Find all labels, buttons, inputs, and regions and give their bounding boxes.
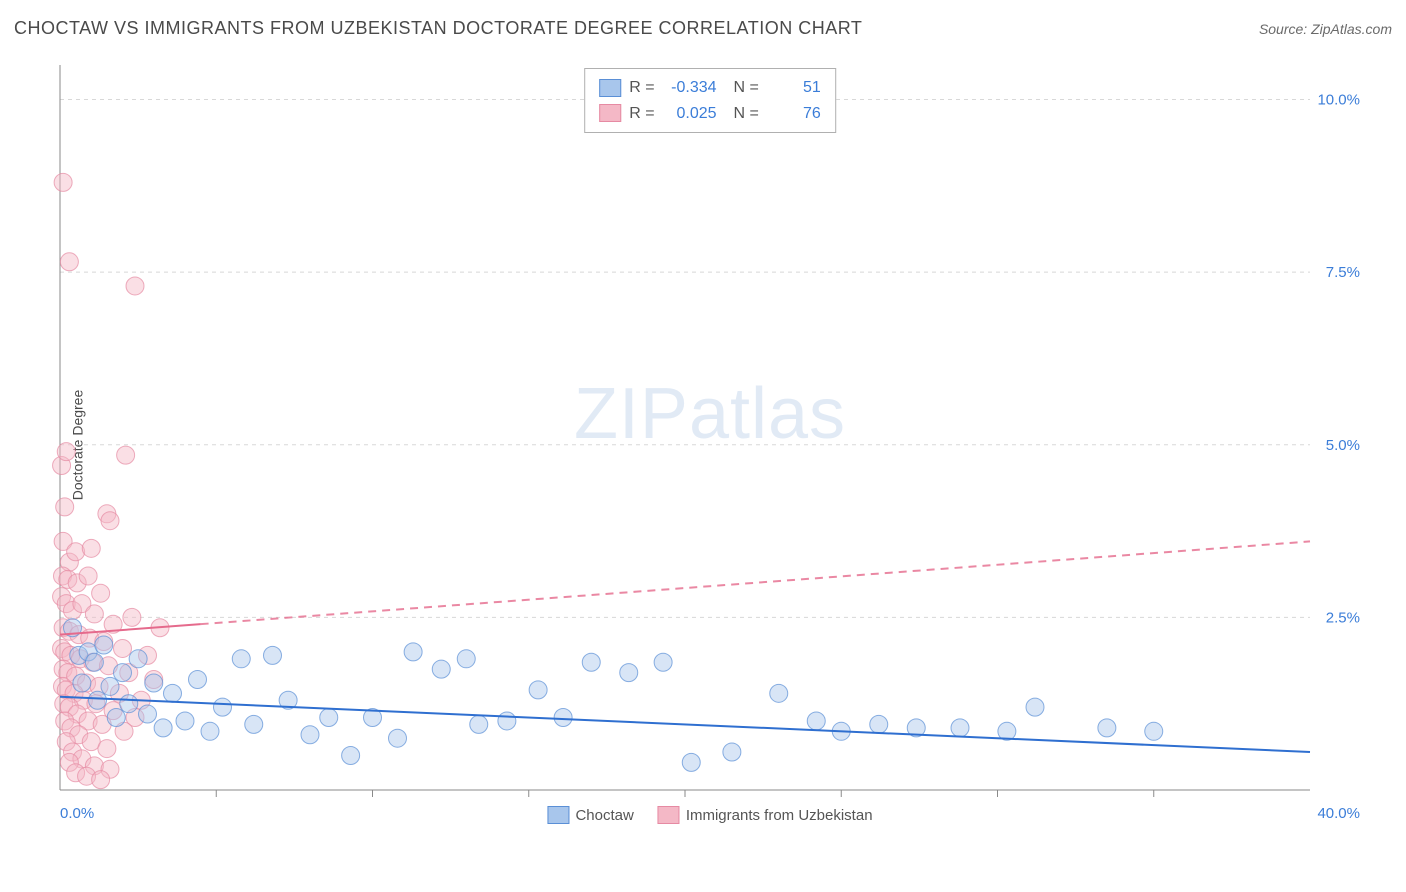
r-label: R = (629, 101, 654, 127)
scatter-plot: 2.5% 5.0% 7.5% 10.0% 0.0% 40.0% (50, 60, 1370, 830)
source-name: ZipAtlas.com (1311, 21, 1392, 37)
source-label: Source: (1259, 21, 1307, 37)
n-value-0: 51 (767, 75, 821, 101)
stats-row-1: R = 0.025 N = 76 (599, 101, 821, 127)
n-value-1: 76 (767, 101, 821, 127)
legend-label-1: Immigrants from Uzbekistan (686, 807, 873, 824)
svg-text:5.0%: 5.0% (1326, 437, 1360, 454)
bottom-legend: Choctaw Immigrants from Uzbekistan (547, 806, 872, 824)
n-label: N = (725, 75, 759, 101)
n-label: N = (725, 101, 759, 127)
legend-swatch-choctaw (547, 806, 569, 824)
chart-title: CHOCTAW VS IMMIGRANTS FROM UZBEKISTAN DO… (14, 18, 862, 39)
chart-header: CHOCTAW VS IMMIGRANTS FROM UZBEKISTAN DO… (14, 18, 1392, 39)
svg-text:0.0%: 0.0% (60, 805, 94, 822)
legend-item-0: Choctaw (547, 806, 633, 824)
legend-item-1: Immigrants from Uzbekistan (658, 806, 873, 824)
legend-swatch-uzbekistan (658, 806, 680, 824)
stats-legend: R = -0.334 N = 51 R = 0.025 N = 76 (584, 68, 836, 133)
chart-area: Doctorate Degree ZIPatlas 2.5%5.0%7.5%10… (50, 60, 1370, 830)
r-value-1: 0.025 (663, 101, 717, 127)
swatch-choctaw (599, 79, 621, 97)
r-value-0: -0.334 (663, 75, 717, 101)
legend-label-0: Choctaw (575, 807, 633, 824)
r-label: R = (629, 75, 654, 101)
svg-text:7.5%: 7.5% (1326, 264, 1360, 281)
svg-text:10.0%: 10.0% (1317, 92, 1360, 109)
stats-row-0: R = -0.334 N = 51 (599, 75, 821, 101)
source-attribution: Source: ZipAtlas.com (1259, 21, 1392, 37)
svg-text:2.5%: 2.5% (1326, 609, 1360, 626)
svg-text:40.0%: 40.0% (1317, 805, 1360, 822)
swatch-uzbekistan (599, 104, 621, 122)
